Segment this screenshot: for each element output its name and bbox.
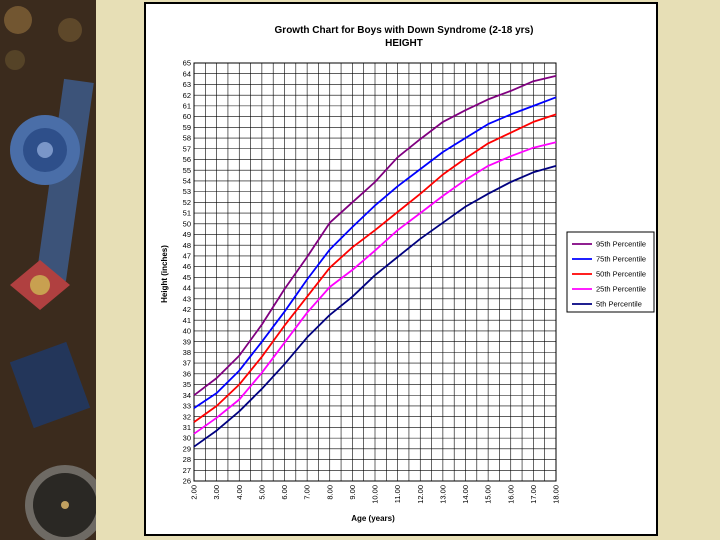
y-tick-label: 62 (183, 91, 191, 100)
y-tick-label: 52 (183, 198, 191, 207)
x-tick-label: 6.00 (280, 485, 289, 500)
y-tick-label: 34 (183, 391, 191, 400)
series-lines (193, 75, 557, 448)
medals-photo (0, 0, 96, 540)
y-tick-label: 56 (183, 155, 191, 164)
x-tick-label: 2.00 (190, 485, 199, 500)
y-tick-label: 55 (183, 166, 191, 175)
y-tick-label: 63 (183, 80, 191, 89)
y-tick-label: 61 (183, 101, 191, 110)
y-tick-label: 36 (183, 369, 191, 378)
x-tick-label: 10.00 (371, 485, 380, 504)
y-tick-label: 45 (183, 273, 191, 282)
x-tick-label: 8.00 (325, 485, 334, 500)
x-tick-label: 3.00 (212, 485, 221, 500)
x-tick-label: 5.00 (257, 485, 266, 500)
y-tick-label: 27 (183, 466, 191, 475)
chart-legend: 95th Percentile 75th Percentile 50th Perce… (566, 231, 655, 313)
x-tick-label: 18.00 (552, 485, 561, 504)
x-tick-label: 11.00 (393, 485, 402, 503)
x-tick-label: 13.00 (438, 485, 447, 504)
y-tick-label: 44 (183, 284, 191, 293)
y-tick-label: 31 (183, 423, 191, 432)
series-line (193, 113, 557, 423)
y-tick-label: 42 (183, 305, 191, 314)
x-tick-label: 17.00 (529, 485, 538, 504)
growth-chart: Growth Chart for Boys with Down Syndrome… (160, 25, 655, 523)
y-tick-label: 39 (183, 337, 191, 346)
legend-label: 5th Percentile (596, 300, 642, 309)
y-tick-label: 26 (183, 477, 191, 486)
legend-label: 50th Percentile (596, 270, 646, 279)
y-tick-label: 64 (183, 69, 191, 78)
y-tick-label: 35 (183, 380, 191, 389)
x-axis-ticks: 2.00 3.00 4.00 5.00 6.00 7.00 8.00 9.00 10.00 11.… (190, 485, 561, 504)
y-tick-label: 32 (183, 412, 191, 421)
y-tick-label: 38 (183, 348, 191, 357)
y-tick-label: 41 (183, 316, 191, 325)
x-tick-label: 4.00 (235, 485, 244, 500)
y-tick-label: 37 (183, 359, 191, 368)
plot-grid (193, 62, 557, 482)
y-tick-label: 40 (183, 327, 191, 336)
y-axis-ticks: 2627282930313233343536373839404142434445… (183, 59, 191, 486)
y-tick-label: 50 (183, 219, 191, 228)
legend-label: 95th Percentile (596, 240, 646, 249)
y-axis-title: Height (inches) (160, 245, 169, 303)
y-tick-label: 47 (183, 252, 191, 261)
y-tick-label: 58 (183, 134, 191, 143)
decorative-photo-strip (0, 0, 96, 540)
legend-label: 75th Percentile (596, 255, 646, 264)
series-line (193, 165, 557, 448)
y-tick-label: 53 (183, 187, 191, 196)
chart-panel: Growth Chart for Boys with Down Syndrome… (144, 2, 658, 536)
y-tick-label: 49 (183, 230, 191, 239)
x-axis-title: Age (years) (351, 514, 395, 523)
x-tick-label: 16.00 (506, 485, 515, 504)
x-tick-label: 14.00 (461, 485, 470, 504)
x-tick-label: 12.00 (416, 485, 425, 504)
y-tick-label: 43 (183, 294, 191, 303)
x-tick-label: 15.00 (484, 485, 493, 504)
y-tick-label: 30 (183, 434, 191, 443)
y-tick-label: 65 (183, 59, 191, 68)
y-tick-label: 33 (183, 402, 191, 411)
y-tick-label: 54 (183, 176, 191, 185)
x-tick-label: 7.00 (303, 485, 312, 500)
y-tick-label: 48 (183, 241, 191, 250)
series-line (193, 141, 557, 435)
y-tick-label: 59 (183, 123, 191, 132)
legend-label: 25th Percentile (596, 285, 646, 294)
y-tick-label: 60 (183, 112, 191, 121)
x-tick-label: 9.00 (348, 485, 357, 500)
legend-box (566, 231, 655, 313)
y-tick-label: 51 (183, 209, 191, 218)
y-tick-label: 46 (183, 262, 191, 271)
y-tick-label: 28 (183, 455, 191, 464)
series-line (193, 96, 557, 409)
y-tick-label: 57 (183, 144, 191, 153)
chart-subtitle: HEIGHT (385, 38, 423, 49)
chart-title: Growth Chart for Boys with Down Syndrome… (275, 25, 534, 36)
y-tick-label: 29 (183, 444, 191, 453)
series-line (193, 75, 557, 397)
